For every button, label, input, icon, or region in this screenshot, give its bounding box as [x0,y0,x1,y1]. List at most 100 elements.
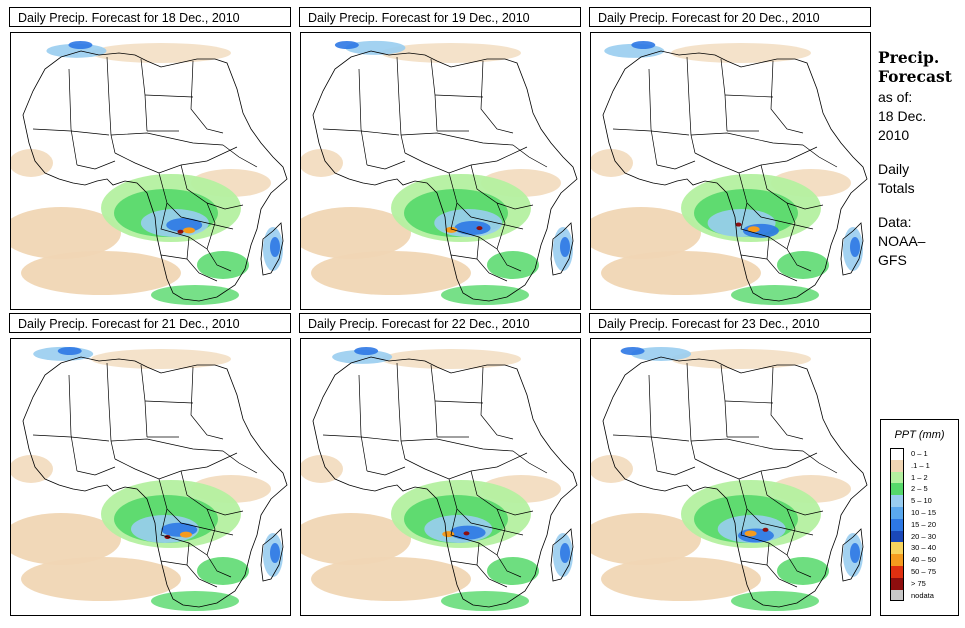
country-border [450,254,478,260]
country-border [738,478,814,536]
country-border [222,144,258,168]
rain-area [731,285,819,305]
country-border [396,56,406,154]
madagascar-outline [840,528,864,582]
legend-items: 0 – 1 .1 – 1 1 – 2 2 – 5 5 – 10 10 – 15 … [881,448,958,602]
rain-area [731,591,819,611]
legend-item: 1 – 2 [881,471,958,484]
country-border [448,478,524,536]
madagascar-outline [550,222,574,276]
country-border [724,400,774,404]
map-panel-20-dec: Daily Precip. Forecast for 20 Dec., 2010 [589,7,871,310]
legend-label: 2 – 5 [911,484,928,494]
light-precip-area [381,43,521,63]
country-border [496,508,506,556]
precip-overlay [591,346,863,611]
light-precip-area [21,557,181,601]
country-border [512,144,548,168]
legend-item: > 75 [881,577,958,590]
country-border [612,128,690,136]
legend-swatch [890,542,904,555]
light-precip-area [311,251,471,295]
country-border [160,202,232,272]
heavy-rain-area [442,531,455,538]
country-border [68,68,78,166]
light-precip-area [381,349,521,369]
country-border [766,542,798,588]
light-precip-area [671,349,811,369]
country-border [106,362,116,460]
legend-label: 40 – 50 [911,555,937,565]
legend-swatch [890,554,904,566]
country-border [358,374,368,472]
rain-area [332,349,393,364]
country-border [222,450,258,474]
rain-area [197,251,249,279]
country-border [160,254,188,260]
precip-map [590,338,871,616]
country-border [740,560,768,566]
extreme-rain-area [476,226,483,231]
legend-label: 5 – 10 [911,496,932,506]
map-panel-21-dec: Daily Precip. Forecast for 21 Dec., 2010 [9,313,291,616]
legend-item: 20 – 30 [881,530,958,543]
legend-label: 0 – 1 [911,449,928,458]
rain-area [197,557,249,585]
country-border [404,146,528,174]
country-border [106,56,116,154]
country-border [32,434,110,442]
light-precip-area [601,251,761,295]
country-border [450,202,522,272]
side-text: 2010 [878,127,910,143]
panel-title: Daily Precip. Forecast for 19 Dec., 2010 [299,7,581,27]
heavy-rain-area [747,226,760,233]
heavy-rain-area [631,41,656,49]
country-border [160,508,232,578]
country-border [686,56,696,154]
country-border [206,202,216,250]
legend-swatch [890,589,904,602]
legend-item: 50 – 75 [881,565,958,578]
madagascar-outline [260,528,284,582]
precip-overlay [591,41,863,305]
side-text: NOAA– [878,233,926,249]
country-border [770,366,804,440]
country-border [450,508,522,578]
precip-legend: PPT (mm) 0 – 1 .1 – 1 1 – 2 2 – 5 5 – 10… [880,419,959,616]
heavy-rain-area [445,226,458,233]
legend-label: > 75 [911,578,926,588]
heavy-rain-area [183,227,196,234]
country-border [206,508,216,556]
rain-area [487,557,539,585]
legend-swatch [890,565,904,578]
legend-swatch [890,577,904,590]
country-border [144,94,194,98]
country-border [110,438,224,452]
legend-item: 2 – 5 [881,483,958,496]
precip-map [10,32,291,310]
country-border [158,172,234,230]
heavy-rain-area [334,41,359,49]
light-precip-area [21,251,181,295]
heavy-rain-area [270,237,280,257]
country-border [186,236,218,282]
map-panel-22-dec: Daily Precip. Forecast for 22 Dec., 2010 [299,313,581,616]
legend-item: 5 – 10 [881,495,958,507]
legend-item: .1 – 1 [881,459,958,472]
legend-item: 15 – 20 [881,518,958,531]
africa-coastline [312,356,578,608]
rain-area [777,557,829,585]
country-border [400,438,514,452]
light-precip-area [591,207,701,259]
heavy-rain-area [354,347,379,355]
country-border [656,466,696,476]
country-border [770,60,804,134]
precip-overlay [301,347,573,611]
country-border [766,236,798,282]
africa-coastline [602,356,868,608]
light-precip-area [671,43,811,63]
legend-label: 1 – 2 [911,472,928,482]
legend-label: 15 – 20 [911,519,937,529]
country-border [648,68,658,166]
legend-item: 30 – 40 [881,542,958,555]
